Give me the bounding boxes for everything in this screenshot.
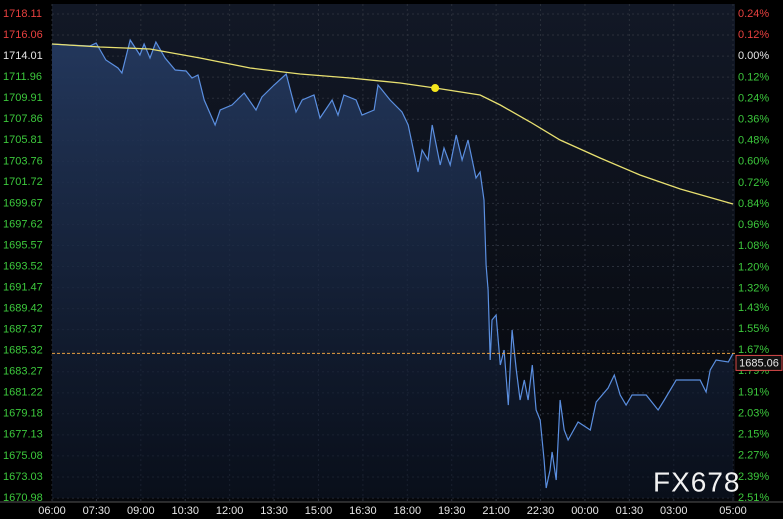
y2-tick-label: 2.27% <box>738 450 769 462</box>
y-tick-label: 1675.08 <box>3 450 43 462</box>
y2-tick-label: 0.36% <box>738 114 769 126</box>
y2-tick-label: 0.72% <box>738 177 769 189</box>
y-tick-label: 1697.62 <box>3 218 43 230</box>
x-tick-label: 19:30 <box>438 505 466 517</box>
y2-tick-label: 2.03% <box>738 407 769 419</box>
x-tick-label: 12:00 <box>216 505 244 517</box>
y-tick-label: 1677.13 <box>3 429 43 441</box>
y-tick-label: 1670.98 <box>3 492 43 504</box>
y2-tick-label: 1.32% <box>738 282 769 294</box>
y2-tick-label: 1.43% <box>738 302 769 314</box>
y-tick-label: 1691.47 <box>3 281 43 293</box>
line <box>51 38 734 489</box>
current-price-label: 1685.06 <box>739 357 779 369</box>
y-tick-label: 1709.91 <box>3 92 43 104</box>
x-tick-label: 00:00 <box>571 505 599 517</box>
x-tick-label: 03:00 <box>660 505 688 517</box>
y-tick-label: 1707.86 <box>3 113 43 125</box>
x-tick-label: 05:00 <box>719 505 747 517</box>
y2-tick-label: 2.39% <box>738 471 769 483</box>
y-tick-label: 1673.03 <box>3 471 43 483</box>
x-tick-label: 21:00 <box>482 505 510 517</box>
y-tick-label: 1683.27 <box>3 366 43 378</box>
x-tick-label: 07:30 <box>83 505 111 517</box>
y2-tick-label: 1.67% <box>738 344 769 356</box>
x-tick-label: 15:00 <box>305 505 333 517</box>
current-price-box <box>735 354 783 371</box>
y-tick-label: 1687.37 <box>3 324 43 336</box>
y-tick-label: 1699.67 <box>3 197 43 209</box>
y2-tick-label: 1.08% <box>738 240 769 252</box>
x-tick-label: 01:30 <box>616 505 644 517</box>
y-tick-label: 1679.18 <box>3 408 43 420</box>
x-tick-label: 16:30 <box>349 505 377 517</box>
x-tick-label: 13:30 <box>260 505 288 517</box>
x-tick-label: 10:30 <box>171 505 199 517</box>
y2-tick-label: 1.91% <box>738 386 769 398</box>
y2-tick-label: 0.84% <box>738 198 769 210</box>
y-tick-label: 1689.42 <box>3 303 43 315</box>
y-tick-label: 1716.06 <box>3 29 43 41</box>
area-fill <box>52 40 733 498</box>
y-tick-label: 1705.81 <box>3 134 43 146</box>
y2-tick-label: 2.15% <box>738 429 769 441</box>
y-tick-label: 1685.32 <box>3 345 43 357</box>
x-tick-label: 09:00 <box>127 505 155 517</box>
y2-tick-label: 1.55% <box>738 323 769 335</box>
y-tick-label: 1681.22 <box>3 387 43 399</box>
x-tick-label: 22:30 <box>527 505 555 517</box>
y-tick-label: 1714.01 <box>3 50 43 62</box>
y-tick-label: 1718.11 <box>3 8 42 20</box>
y2-tick-label: 0.48% <box>738 135 769 147</box>
watermark: FX678 <box>653 466 741 497</box>
y2-tick-label: 0.96% <box>738 219 769 231</box>
y-tick-label: 1693.52 <box>3 260 43 272</box>
y2-tick-label: 0.60% <box>738 156 769 168</box>
y2-tick-label: 0.12% <box>738 71 769 83</box>
y2-tick-label: 0.00% <box>738 50 769 62</box>
x-tick-label: 06:00 <box>38 505 66 517</box>
y-tick-label: 1701.72 <box>3 176 43 188</box>
y2-tick-label: 0.12% <box>738 29 769 41</box>
marker <box>431 84 440 93</box>
y2-tick-label: 0.24% <box>738 92 769 104</box>
y-tick-label: 1711.96 <box>3 71 42 83</box>
y2-tick-label: 2.51% <box>738 492 769 504</box>
y-tick-label: 1703.76 <box>3 155 43 167</box>
y2-tick-label: 0.24% <box>738 8 769 20</box>
y-tick-label: 1695.57 <box>3 239 43 251</box>
x-tick-label: 18:00 <box>394 505 422 517</box>
y2-tick-label: 1.20% <box>738 261 769 273</box>
